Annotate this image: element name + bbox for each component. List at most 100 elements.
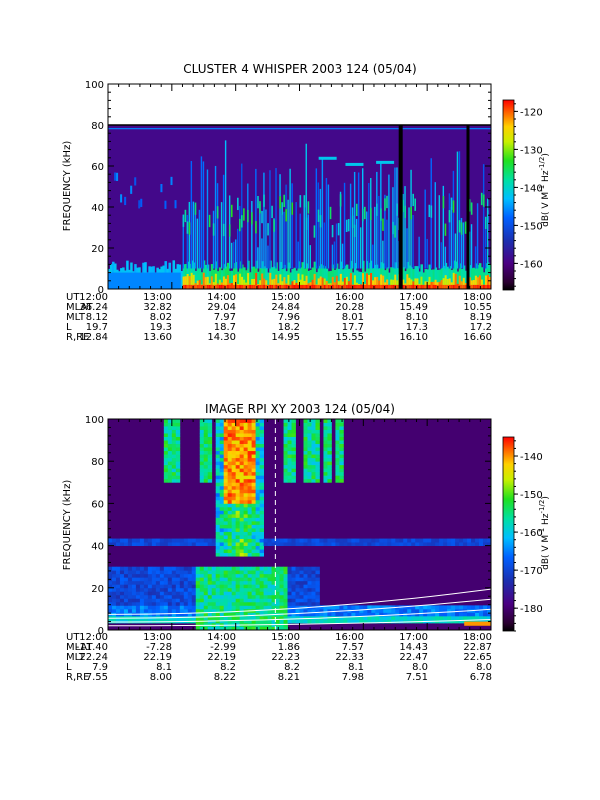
ephemeris-value: 16:00 [335,632,364,643]
spectrogram-cell [139,591,145,596]
spectral-band [283,277,286,289]
spectrogram-cell [227,524,233,529]
spectrogram-cell [199,447,205,452]
spectrogram-cell [375,615,380,620]
spectral-band [184,284,188,289]
spectrogram-cell [207,447,213,452]
spectral-band [200,284,204,289]
spectrogram-cell [223,440,229,445]
spectral-band [452,272,456,289]
spectrogram-cell [175,570,181,575]
ephemeris-value: 7.96 [278,312,300,323]
spectrogram-cell [303,422,308,427]
spectrogram-cell [108,608,113,613]
emission-streak [198,209,201,269]
spectrogram-cell [271,587,276,592]
emission-streak [257,247,259,269]
spectrogram-cell [255,433,261,437]
spectrogram-cell [119,608,125,613]
spectrogram-cell [247,426,253,430]
spectrogram-cell [167,426,173,430]
spectral-band [412,269,415,289]
spectrogram-cell [175,594,181,599]
spectrogram-cell [407,542,412,546]
spectrogram-cell [171,577,177,582]
spectrogram-cell [183,598,189,603]
spectrogram-cell [315,580,320,585]
spectrogram-cell [227,520,233,525]
spectrogram-cell [455,538,460,543]
emission-streak [382,240,384,269]
spectrogram-cell [287,475,292,480]
spectrogram-cell [119,584,125,589]
spectrogram-cell [311,594,316,599]
spectrogram-cell [243,461,249,466]
spectrogram-cell [487,605,492,610]
spectrogram-cell [215,454,221,459]
spectrogram-cell [215,584,221,589]
spectral-band [273,284,276,289]
spectrogram-cell [323,450,328,455]
spectrogram-cell [251,478,257,483]
spectrogram-cell [199,478,205,483]
spectrogram-cell [283,468,288,473]
ephemeris-value: 16.10 [399,332,428,343]
spectrogram-cell [327,471,332,476]
spectrogram-cell [283,594,288,599]
spectrogram-cell [171,612,177,617]
spectrogram-cell [211,573,217,578]
spectrogram-cell [127,587,133,592]
spectral-band [315,284,319,289]
spectrogram-cell [143,538,149,543]
emission-blob [318,156,337,160]
emission-streak [408,207,410,269]
spectral-band [333,270,337,289]
emission-blob [237,197,239,211]
spectrogram-cell [255,471,261,476]
spectrogram-cell [223,489,229,494]
spectrogram-cell [487,538,492,543]
spectrogram-cell [215,615,221,620]
spectrogram-cell [303,591,308,596]
spectrogram-cell [311,443,316,448]
spectrogram-cell [219,496,225,501]
spectral-band [345,284,349,289]
spectral-band [430,284,434,289]
spectrogram-cell [171,538,177,543]
emission-streak [237,228,239,269]
spectrogram-cell [175,577,181,582]
spectrogram-cell [323,468,328,473]
spectrogram-cell [151,573,157,578]
spectrogram-cell [267,570,272,575]
spectrogram-cell [163,478,169,483]
spectrogram-cell [135,591,141,596]
spectrogram-cell [243,440,249,445]
spectrogram-cell [171,464,177,469]
spectrogram-cell [195,570,201,575]
spectrogram-cell [235,457,241,462]
spectrogram-cell [375,608,380,613]
spectrogram-cell [215,510,221,515]
ephemeris-value: 17.2 [470,322,492,333]
spectrogram-cell [191,566,197,571]
spectrogram-cell [227,440,233,445]
spectral-band [319,276,323,289]
spectrogram-cell [275,601,280,606]
spectrogram-cell [207,584,213,589]
spectrogram-cell [287,577,292,582]
spectrogram-cell [219,489,225,494]
spectrogram-cell [251,587,257,592]
spectrogram-cell [343,619,348,624]
spectrogram-cell [351,605,356,610]
spectrogram-cell [207,454,213,459]
emission-blob [444,223,447,236]
spectrogram-cell [147,584,153,589]
spectrogram-cell [259,510,264,515]
spectrogram-cell [303,440,308,445]
spectrogram-cell [215,535,221,539]
spectrogram-cell [247,447,253,452]
spectrogram-cell [275,580,280,585]
spectrogram-cell [283,591,288,596]
spectrogram-cell [139,570,145,575]
